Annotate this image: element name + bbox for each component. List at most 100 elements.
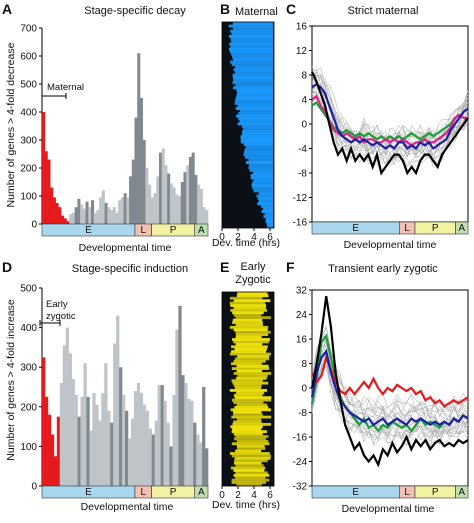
panel-d-stage-label-A: A [198, 487, 205, 498]
panel-e-row [230, 304, 267, 307]
panel-d-bar [178, 305, 182, 486]
panel-e-row [231, 362, 262, 366]
panel-d-ytick-label: 100 [20, 442, 37, 453]
panel-e-row [230, 408, 271, 412]
panel-c-bg-trace [311, 71, 469, 144]
panel-b-row [235, 65, 273, 69]
panel-e-row [234, 386, 262, 390]
panel-d-bar [80, 396, 84, 486]
panel-d-bar [148, 428, 152, 486]
panel-d-bar [199, 442, 203, 486]
panel-e-row [232, 318, 263, 322]
panel-e-row [235, 376, 267, 380]
panel-b-row [232, 22, 273, 25]
panel-a-ytick-label: 700 [20, 24, 37, 35]
panel-c-series-line [311, 82, 469, 151]
panel-d-bar [125, 410, 129, 486]
panel-c-bg-trace [311, 91, 469, 168]
panel-b-row [263, 215, 273, 219]
panel-a-bar [77, 198, 81, 224]
panel-e-row [231, 430, 267, 434]
panel-b-row [228, 24, 273, 28]
panel-a-bar [202, 207, 206, 224]
panel-e-row [236, 439, 269, 443]
panel-a-bar [161, 148, 165, 224]
panel-e-row [229, 352, 271, 356]
panel-e-row [232, 427, 262, 431]
panel-b-row [237, 91, 273, 95]
panel-a-bar [63, 218, 67, 224]
panel-e-row [233, 372, 272, 375]
panel-e-row [233, 473, 270, 477]
panel-a-plot: 0 100 200 300 400 500 600 700 E L P A [20, 24, 209, 237]
panel-a-bar [175, 194, 179, 224]
panel-a-bar [44, 151, 48, 224]
panel-e-row [229, 301, 266, 305]
panel-a-stage-A [194, 223, 209, 237]
panel-f-stage-label-A: A [458, 487, 465, 498]
panel-e-row [232, 321, 263, 324]
panel-d-bar [59, 383, 64, 486]
panel-b-row [257, 197, 273, 201]
panel-e-row [230, 452, 270, 455]
panel-c-ytick-label: 4 [301, 95, 307, 106]
panel-b-row [232, 81, 273, 85]
panel-b-letter: B [220, 1, 230, 17]
panel-d-bar [193, 422, 197, 486]
panel-e-row [233, 413, 263, 417]
panel-b-row [236, 94, 273, 98]
panel-b-frame [221, 21, 275, 229]
panel-d-bar [196, 434, 200, 486]
panel-c-letter: C [286, 1, 296, 17]
panel-b-row [250, 176, 273, 180]
panel-b-row [235, 96, 273, 100]
panel-a-bar [126, 197, 130, 224]
panel-d-bar [127, 438, 132, 486]
panel-b-row [233, 78, 273, 82]
panel-d-bar [154, 420, 158, 486]
panel-b-xtick-label: 4 [251, 232, 257, 243]
panel-e-row [233, 359, 266, 363]
panel-e-letter: E [220, 259, 229, 275]
panel-b-row [265, 217, 273, 221]
panel-b-row [257, 202, 273, 206]
panel-e-row [233, 432, 263, 436]
panel-b-row [232, 76, 273, 80]
panel-f-ytick-label: -32 [293, 482, 308, 493]
panel-a-bar [74, 207, 78, 224]
panel-a-stage-label-L: L [140, 225, 146, 236]
panel-b-row [230, 29, 273, 33]
panel-b-row [242, 125, 273, 128]
panel-d-ytick-label: 200 [20, 402, 37, 413]
panel-e-row [231, 345, 268, 349]
panel-d-bar [98, 420, 102, 486]
panel-b-row [252, 171, 273, 175]
panel-a-bar [99, 197, 103, 224]
panel-b-row [249, 168, 273, 172]
panel-d-stage-label-E: E [85, 487, 92, 498]
panel-a-ytick-label: 400 [20, 108, 37, 119]
panel-a-bar [118, 200, 122, 224]
panel-a-bar [42, 112, 46, 224]
panel-b-row [248, 166, 273, 170]
panel-e-row [233, 328, 268, 332]
panel-d-bar [187, 398, 191, 486]
panel-c-ytick-label: -12 [293, 193, 308, 204]
panel-a-bar [199, 189, 203, 224]
panel-e-xlabel: Dev. time (hrs) [212, 499, 280, 511]
panel-d-bar [42, 357, 46, 486]
panel-b-row [231, 32, 273, 36]
panel-c-bg-trace [311, 68, 469, 147]
panel-d-bar [122, 394, 126, 486]
panel-b-row [235, 83, 273, 87]
panel-b-row [240, 135, 273, 139]
panel-e-row [236, 333, 269, 337]
panel-a-bar [180, 182, 184, 224]
panel-b-row [256, 194, 273, 198]
panel-d-bar [139, 392, 144, 486]
panel-e-row [233, 340, 269, 344]
panel-a-bar [186, 165, 190, 224]
panel-b-row [235, 106, 273, 110]
panel-e-title-line1: Early [240, 261, 266, 273]
panel-f-plot: 32 24 16 8 0 -8 -16 -24 -32 E L P A [293, 286, 469, 499]
